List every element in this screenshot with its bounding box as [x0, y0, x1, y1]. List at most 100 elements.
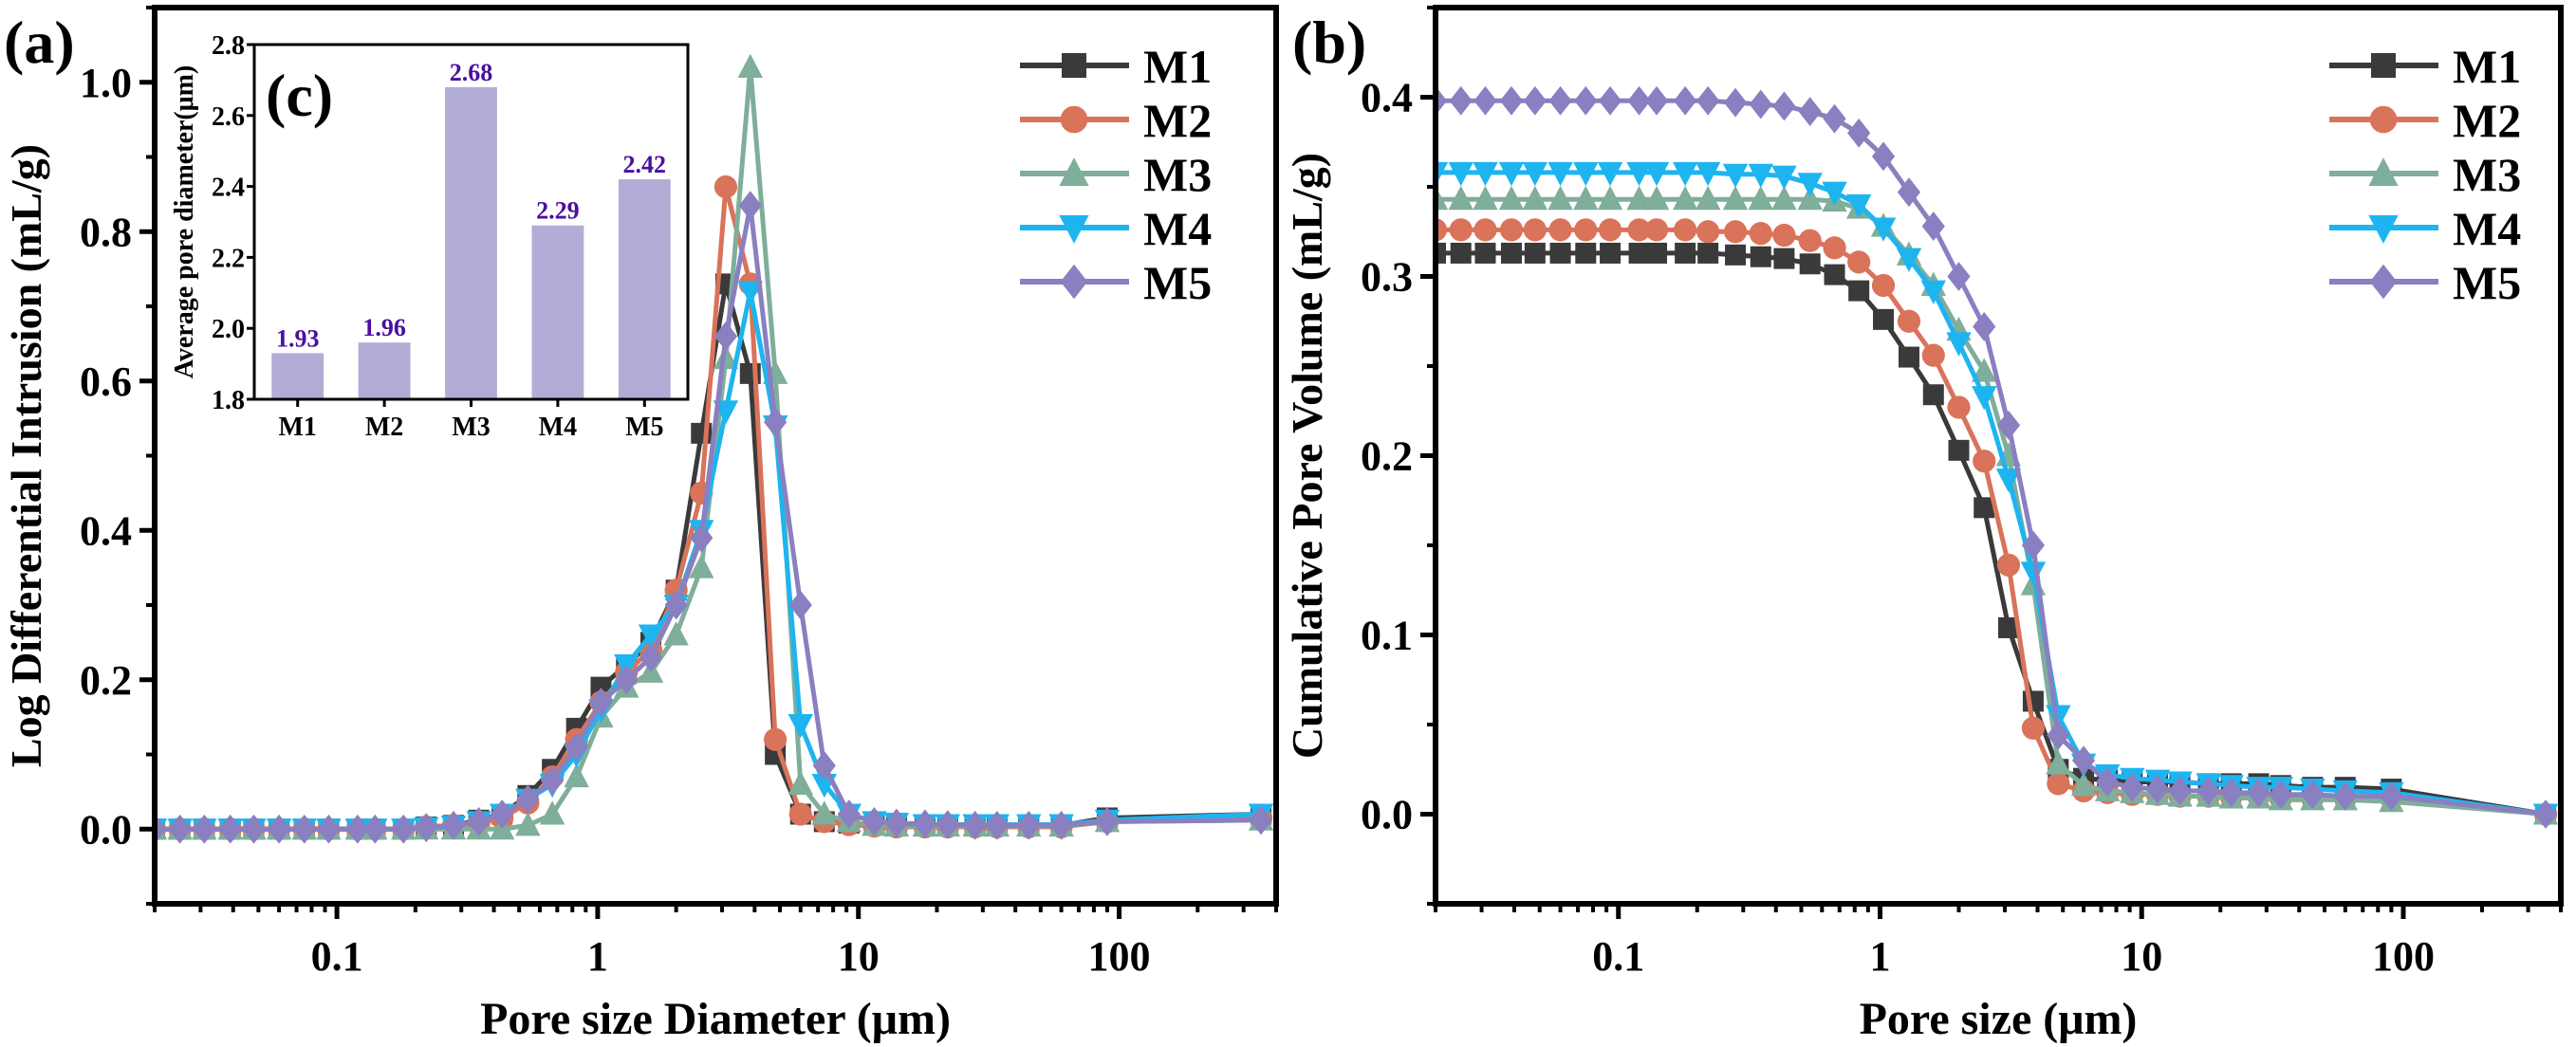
data-point-M1 — [1697, 242, 1719, 264]
data-point-M1 — [1773, 248, 1795, 269]
data-point-M4 — [1748, 163, 1773, 189]
data-point-M1 — [1575, 242, 1597, 264]
data-point-M5 — [193, 814, 216, 844]
x-tick-label: 1 — [1869, 933, 1890, 980]
data-point-M5 — [1798, 97, 1822, 127]
legend-label: M2 — [2453, 94, 2521, 147]
data-point-M5 — [1095, 806, 1120, 836]
data-point-M1 — [1675, 242, 1696, 264]
data-point-M5 — [1627, 85, 1651, 116]
data-point-M4 — [1597, 161, 1623, 187]
data-point-M4 — [1573, 161, 1599, 187]
data-point-M5 — [788, 590, 812, 620]
data-point-M4 — [1722, 163, 1749, 189]
data-point-M1 — [1725, 244, 1747, 266]
data-point-M5 — [168, 814, 192, 844]
panel-c-inset-bar-chart: 1.93 M1 1.96 M2 2.68 M3 2.29 M4 2.42 M5 1.8 2.0 2.2 2… — [170, 31, 690, 442]
data-point-M5 — [1598, 85, 1622, 116]
x-tick-label: 100 — [1088, 933, 1151, 980]
bar-M5 — [618, 179, 671, 399]
data-point-M3 — [1436, 185, 1449, 211]
data-point-M5 — [2301, 780, 2325, 810]
data-point-M5 — [363, 814, 387, 844]
data-point-M5 — [1723, 87, 1748, 118]
x-tick-label: 1 — [587, 933, 608, 980]
data-point-M3 — [2046, 750, 2071, 775]
bar-data-label: 1.93 — [276, 324, 320, 352]
data-point-M4 — [1845, 193, 1872, 219]
data-point-M5 — [1523, 85, 1547, 116]
data-point-M4 — [1473, 161, 1498, 187]
data-point-M2 — [2047, 772, 2070, 796]
x-tick-label: 0.1 — [311, 933, 363, 980]
legend-marker — [1060, 105, 1088, 134]
data-point-M1 — [1799, 253, 1821, 275]
data-point-M1 — [1873, 308, 1895, 330]
data-point-M5 — [1772, 91, 1796, 121]
y-tick-label: 0.3 — [1361, 254, 1413, 301]
y-tick-label: 1.8 — [212, 386, 245, 415]
data-point-M5 — [1947, 262, 1971, 291]
series-group — [155, 53, 1274, 844]
data-point-M5 — [491, 799, 514, 829]
data-point-M2 — [1473, 218, 1497, 242]
data-point-M4 — [1498, 161, 1525, 187]
x-tick-label: M2 — [365, 413, 403, 442]
data-point-M1 — [1549, 242, 1571, 264]
panel-b-label: (b) — [1292, 9, 1366, 76]
y-tick-label: 2.2 — [212, 244, 245, 273]
data-point-M2 — [1598, 218, 1622, 242]
y-tick-label: 2.0 — [212, 315, 245, 344]
data-point-M1 — [1848, 280, 1870, 302]
data-point-M1 — [1824, 264, 1845, 285]
y-tick-label: 0.6 — [80, 358, 132, 405]
x-axis-label: Pore size (μm) — [1860, 994, 2138, 1044]
data-point-M2 — [1674, 218, 1697, 242]
data-point-M5 — [1049, 810, 1073, 840]
legend-item-M1: M1 — [1020, 40, 1212, 93]
y-tick-label: 2.6 — [212, 102, 245, 132]
legend-item-M3: M3 — [1020, 148, 1212, 201]
data-point-M2 — [2021, 716, 2046, 740]
data-point-M3 — [1626, 185, 1652, 211]
x-tick-label: 10 — [2121, 933, 2162, 980]
legend-marker — [2369, 105, 2398, 134]
legend-item-M4: M4 — [2329, 202, 2521, 255]
y-tick-label: 0.4 — [80, 507, 132, 554]
y-tick-label: 2.4 — [212, 174, 245, 203]
data-point-M2 — [1847, 250, 1871, 274]
data-point-M4 — [1522, 161, 1548, 187]
legend-marker — [2368, 215, 2399, 244]
data-point-M2 — [1798, 229, 1822, 252]
data-point-M5 — [2071, 745, 2096, 776]
data-point-M5 — [936, 810, 959, 839]
data-point-M4 — [1822, 181, 1847, 206]
bar-data-label: 1.96 — [362, 314, 406, 341]
data-point-M5 — [415, 813, 438, 843]
data-point-M2 — [1574, 218, 1598, 242]
data-point-M3 — [1771, 185, 1797, 211]
data-point-M5 — [1871, 141, 1896, 172]
legend-marker — [1059, 157, 1089, 186]
data-point-M5 — [985, 810, 1009, 840]
data-point-M5 — [913, 809, 936, 839]
data-point-M5 — [1823, 103, 1846, 134]
data-point-M3 — [515, 812, 541, 836]
data-point-M5 — [1921, 211, 1945, 241]
bar-M1 — [271, 353, 324, 399]
legend-marker — [1060, 264, 1088, 300]
inset-frame — [252, 43, 690, 401]
data-point-M1 — [1500, 242, 1522, 264]
data-point-M2 — [1523, 218, 1547, 242]
data-point-M5 — [2247, 778, 2270, 808]
data-point-M5 — [1674, 85, 1697, 116]
data-point-M5 — [812, 750, 836, 781]
data-point-M5 — [2096, 767, 2120, 797]
data-point-M1 — [1628, 242, 1650, 264]
data-point-M4 — [1672, 161, 1698, 187]
data-point-M2 — [788, 802, 812, 826]
data-point-M5 — [1436, 85, 1448, 116]
legend-label: M5 — [1143, 256, 1212, 309]
data-point-M4 — [1448, 161, 1473, 187]
